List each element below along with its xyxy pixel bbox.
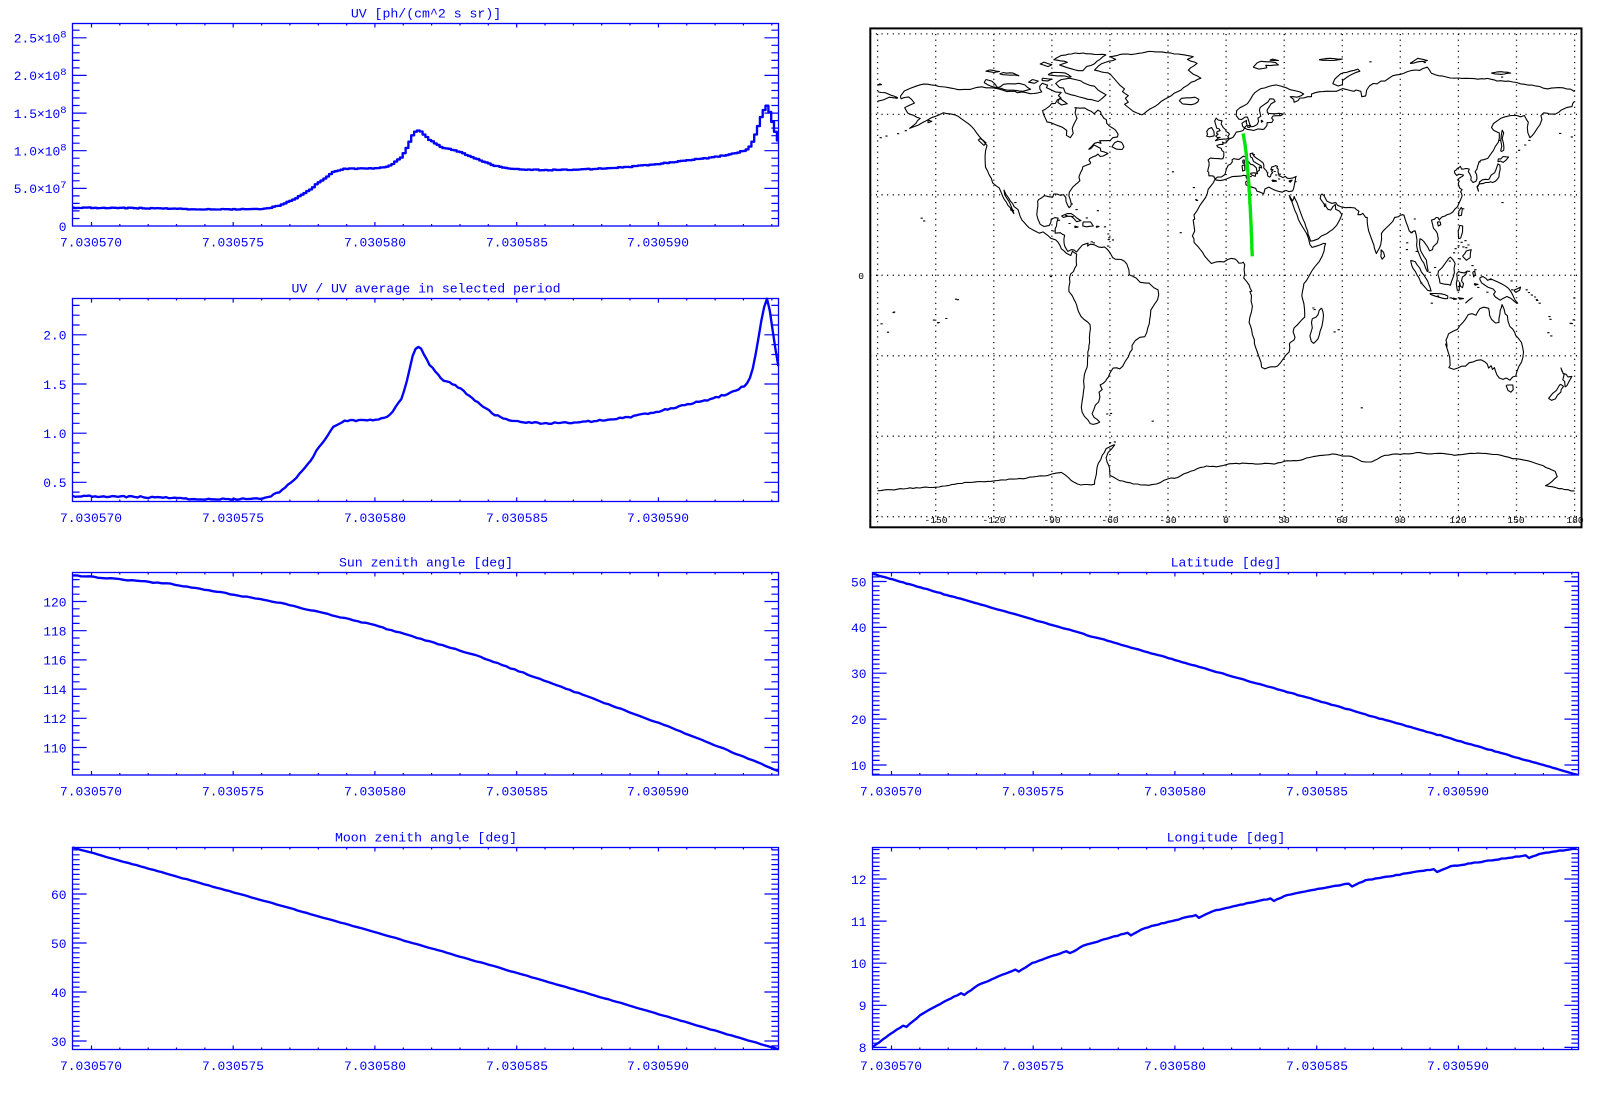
svg-text:11: 11 [851, 915, 867, 930]
svg-text:7.030585: 7.030585 [486, 236, 548, 251]
svg-text:7.030575: 7.030575 [1002, 1059, 1064, 1074]
svg-text:7.030575: 7.030575 [202, 236, 264, 251]
svg-text:12: 12 [851, 873, 866, 888]
svg-text:5.0×107: 5.0×107 [14, 180, 67, 197]
svg-text:10: 10 [851, 759, 866, 774]
svg-text:7.030575: 7.030575 [202, 785, 264, 800]
svg-text:40: 40 [51, 986, 66, 1001]
svg-text:30: 30 [51, 1035, 66, 1050]
svg-text:118: 118 [43, 625, 66, 640]
svg-text:7.030590: 7.030590 [1427, 1059, 1489, 1074]
svg-text:1.5: 1.5 [43, 378, 66, 393]
svg-text:7.030585: 7.030585 [1286, 785, 1348, 800]
svg-text:7.030590: 7.030590 [627, 1059, 689, 1074]
svg-text:7.030590: 7.030590 [1427, 785, 1489, 800]
svg-text:7.030585: 7.030585 [1286, 1059, 1348, 1074]
svg-text:7.030570: 7.030570 [60, 236, 122, 251]
svg-text:7.030580: 7.030580 [344, 1059, 406, 1074]
svg-text:50: 50 [51, 937, 66, 952]
svg-text:-60: -60 [1101, 515, 1119, 526]
svg-text:1.5×108: 1.5×108 [14, 105, 67, 122]
svg-text:Sun zenith angle [deg]: Sun zenith angle [deg] [339, 556, 513, 571]
svg-text:7.030580: 7.030580 [344, 785, 406, 800]
svg-text:30: 30 [1278, 515, 1290, 526]
svg-text:110: 110 [43, 741, 66, 756]
svg-text:40: 40 [851, 621, 866, 636]
svg-text:2.0×108: 2.0×108 [14, 67, 67, 84]
svg-text:180: 180 [1566, 515, 1584, 526]
svg-text:7.030570: 7.030570 [60, 1059, 122, 1074]
svg-text:0: 0 [59, 220, 67, 235]
svg-text:9: 9 [859, 999, 867, 1014]
svg-text:Moon zenith angle [deg]: Moon zenith angle [deg] [335, 831, 517, 846]
svg-text:7.030590: 7.030590 [627, 511, 689, 526]
svg-text:0.5: 0.5 [43, 476, 66, 491]
svg-text:7.030580: 7.030580 [344, 236, 406, 251]
svg-text:1.0: 1.0 [43, 427, 66, 442]
svg-text:2.0: 2.0 [43, 329, 66, 344]
svg-text:7.030585: 7.030585 [486, 1059, 548, 1074]
svg-text:7.030585: 7.030585 [486, 785, 548, 800]
svg-text:7.030585: 7.030585 [486, 511, 548, 526]
svg-text:30: 30 [851, 667, 866, 682]
svg-text:7.030570: 7.030570 [860, 1059, 922, 1074]
svg-text:-120: -120 [982, 515, 1005, 526]
svg-text:112: 112 [43, 712, 66, 727]
svg-text:116: 116 [43, 654, 66, 669]
svg-text:7.030580: 7.030580 [344, 511, 406, 526]
svg-text:120: 120 [1449, 515, 1467, 526]
svg-text:UV / UV average in selected pe: UV / UV average in selected period [291, 282, 560, 297]
svg-text:-30: -30 [1159, 515, 1177, 526]
svg-text:120: 120 [43, 595, 66, 610]
svg-text:-90: -90 [1043, 515, 1061, 526]
svg-text:7.030575: 7.030575 [202, 511, 264, 526]
svg-text:7.030570: 7.030570 [860, 785, 922, 800]
svg-text:7.030575: 7.030575 [1002, 785, 1064, 800]
svg-text:20: 20 [851, 713, 866, 728]
svg-text:7.030570: 7.030570 [60, 511, 122, 526]
svg-text:10: 10 [851, 957, 866, 972]
svg-text:UV [ph/(cm^2 s sr)]: UV [ph/(cm^2 s sr)] [351, 7, 501, 22]
svg-text:8: 8 [859, 1041, 867, 1056]
svg-text:50: 50 [851, 575, 866, 590]
svg-text:Longitude [deg]: Longitude [deg] [1167, 831, 1286, 846]
svg-text:7.030580: 7.030580 [1144, 785, 1206, 800]
svg-text:60: 60 [1336, 515, 1348, 526]
svg-text:7.030575: 7.030575 [202, 1059, 264, 1074]
svg-text:7.030570: 7.030570 [60, 785, 122, 800]
svg-text:1.0×108: 1.0×108 [14, 143, 67, 160]
svg-text:7.030590: 7.030590 [627, 236, 689, 251]
svg-text:7.030590: 7.030590 [627, 785, 689, 800]
svg-text:90: 90 [1394, 515, 1406, 526]
svg-text:7.030580: 7.030580 [1144, 1059, 1206, 1074]
svg-text:-150: -150 [924, 515, 947, 526]
svg-text:150: 150 [1507, 515, 1525, 526]
svg-text:0: 0 [858, 271, 864, 282]
svg-text:60: 60 [51, 888, 66, 903]
svg-text:2.5×108: 2.5×108 [14, 30, 67, 47]
svg-text:0: 0 [1223, 515, 1229, 526]
svg-text:Latitude [deg]: Latitude [deg] [1171, 556, 1282, 571]
svg-text:114: 114 [43, 683, 66, 698]
